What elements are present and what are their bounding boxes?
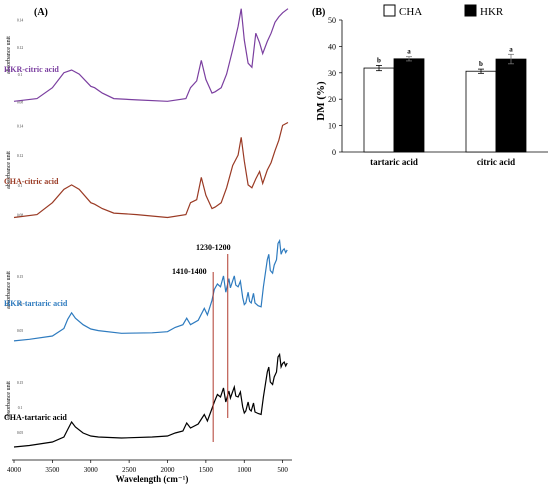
bar: [393, 58, 425, 153]
y-tick-label: 0.1: [18, 406, 23, 410]
x-tick-label: 1000: [237, 466, 252, 474]
spectrum-y-label: absorbance unit: [6, 36, 12, 74]
band-markers: 1410-1400 1230-1200: [172, 243, 231, 442]
spectrum-cha-citric-acid: absorbance unit 0.08 0.1 0.12 0.14 CHA-citric…: [4, 121, 289, 219]
y-tick-label: 0.1: [18, 184, 23, 188]
spectrum-cha-tartaric-acid: absorbance unit 0.05 0.1 0.15 CHA-tartaric a…: [4, 352, 288, 448]
y-tick-label: 0.15: [17, 275, 23, 279]
y-tick-label: 0.08: [17, 214, 23, 218]
band-marker-label: 1230-1200: [196, 243, 231, 252]
significance-letter: b: [377, 56, 381, 64]
ftir-panel: (A) 4000 3500 3000 2500 2000 1500 1000 500 Wave…: [4, 7, 292, 484]
spectrum-hkr-citric-acid: absorbance unit 0.08 0.1 0.12 0.14 HKR-citric…: [4, 8, 289, 104]
spectrum-line: [13, 8, 289, 102]
x-tick-label: 4000: [7, 466, 22, 474]
x-tick-label: 2000: [161, 466, 176, 474]
panel-a-label: (A): [34, 7, 48, 18]
bar: [363, 67, 395, 153]
x-axis-ticks: 4000 3500 3000 2500 2000 1500 1000 500: [7, 460, 288, 474]
significance-letter: b: [479, 60, 483, 68]
x-tick-label: 500: [277, 466, 288, 474]
y-tick-label: 0.1: [18, 73, 23, 77]
y-axis-label: DM (%): [315, 81, 327, 121]
y-tick-label: 0.1: [18, 302, 23, 306]
bar: [465, 70, 497, 153]
bar-chart: 0 10 20 30 40 50 CHA HKR b a tartaric acid b a citric…: [328, 4, 548, 167]
y-tick-label: 0.08: [17, 100, 23, 104]
bar-y-tick-label: 20: [328, 95, 336, 104]
spectrum-line: [13, 352, 288, 448]
x-axis-label: Wavelength (cm⁻¹): [116, 474, 189, 484]
band-marker-label: 1410-1400: [172, 267, 207, 276]
spectrum-hkr-tartaric-acid: absorbance unit 0.05 0.1 0.15 HKR-tartaric a…: [4, 238, 288, 342]
spectrum-y-label: absorbance unit: [6, 271, 12, 309]
legend-label: CHA: [399, 6, 422, 18]
x-tick-label: 3500: [45, 466, 60, 474]
y-tick-label: 0.05: [17, 431, 23, 435]
y-tick-label: 0.14: [17, 124, 23, 128]
panel-b-label: (B): [312, 7, 325, 18]
significance-letter: a: [407, 48, 411, 56]
legend-swatch: [464, 4, 477, 17]
category-label: citric acid: [477, 157, 515, 167]
x-tick-label: 2500: [122, 466, 137, 474]
y-tick-label: 0.15: [17, 381, 23, 385]
legend-label: HKR: [480, 6, 504, 18]
y-tick-label: 0.12: [17, 154, 23, 158]
series-label: HKR-citric acid: [4, 65, 59, 74]
y-tick-label: 0.12: [17, 46, 23, 50]
y-tick-label: 0.14: [17, 19, 23, 23]
series-label: CHA-tartaric acid: [4, 413, 67, 422]
significance-letter: a: [509, 45, 513, 53]
dm-bar-panel: (B) DM (%) 0 10 20 30 40 50 CHA HKR b a tartaric a…: [312, 4, 548, 167]
y-tick-label: 0.05: [17, 329, 23, 333]
spectrum-line: [13, 238, 288, 342]
x-tick-label: 3000: [84, 466, 99, 474]
spectrum-y-label: absorbance unit: [6, 151, 12, 189]
category-label: tartaric acid: [370, 157, 418, 167]
series-label: CHA-citric acid: [4, 177, 59, 186]
bar-y-tick-label: 0: [332, 148, 336, 157]
bar-y-tick-label: 40: [328, 42, 336, 51]
legend-swatch: [383, 4, 396, 17]
x-tick-label: 1500: [199, 466, 214, 474]
spectrum-y-label: absorbance unit: [6, 381, 12, 419]
bar-y-tick-label: 30: [328, 69, 336, 78]
bar-y-tick-label: 10: [328, 122, 336, 131]
bar-y-tick-label: 50: [328, 16, 336, 25]
spectrum-line: [13, 121, 289, 219]
spectra-group: absorbance unit 0.08 0.1 0.12 0.14 HKR-citric…: [4, 8, 289, 448]
bar: [495, 58, 527, 153]
series-label: HKR-tartaric acid: [4, 299, 68, 308]
